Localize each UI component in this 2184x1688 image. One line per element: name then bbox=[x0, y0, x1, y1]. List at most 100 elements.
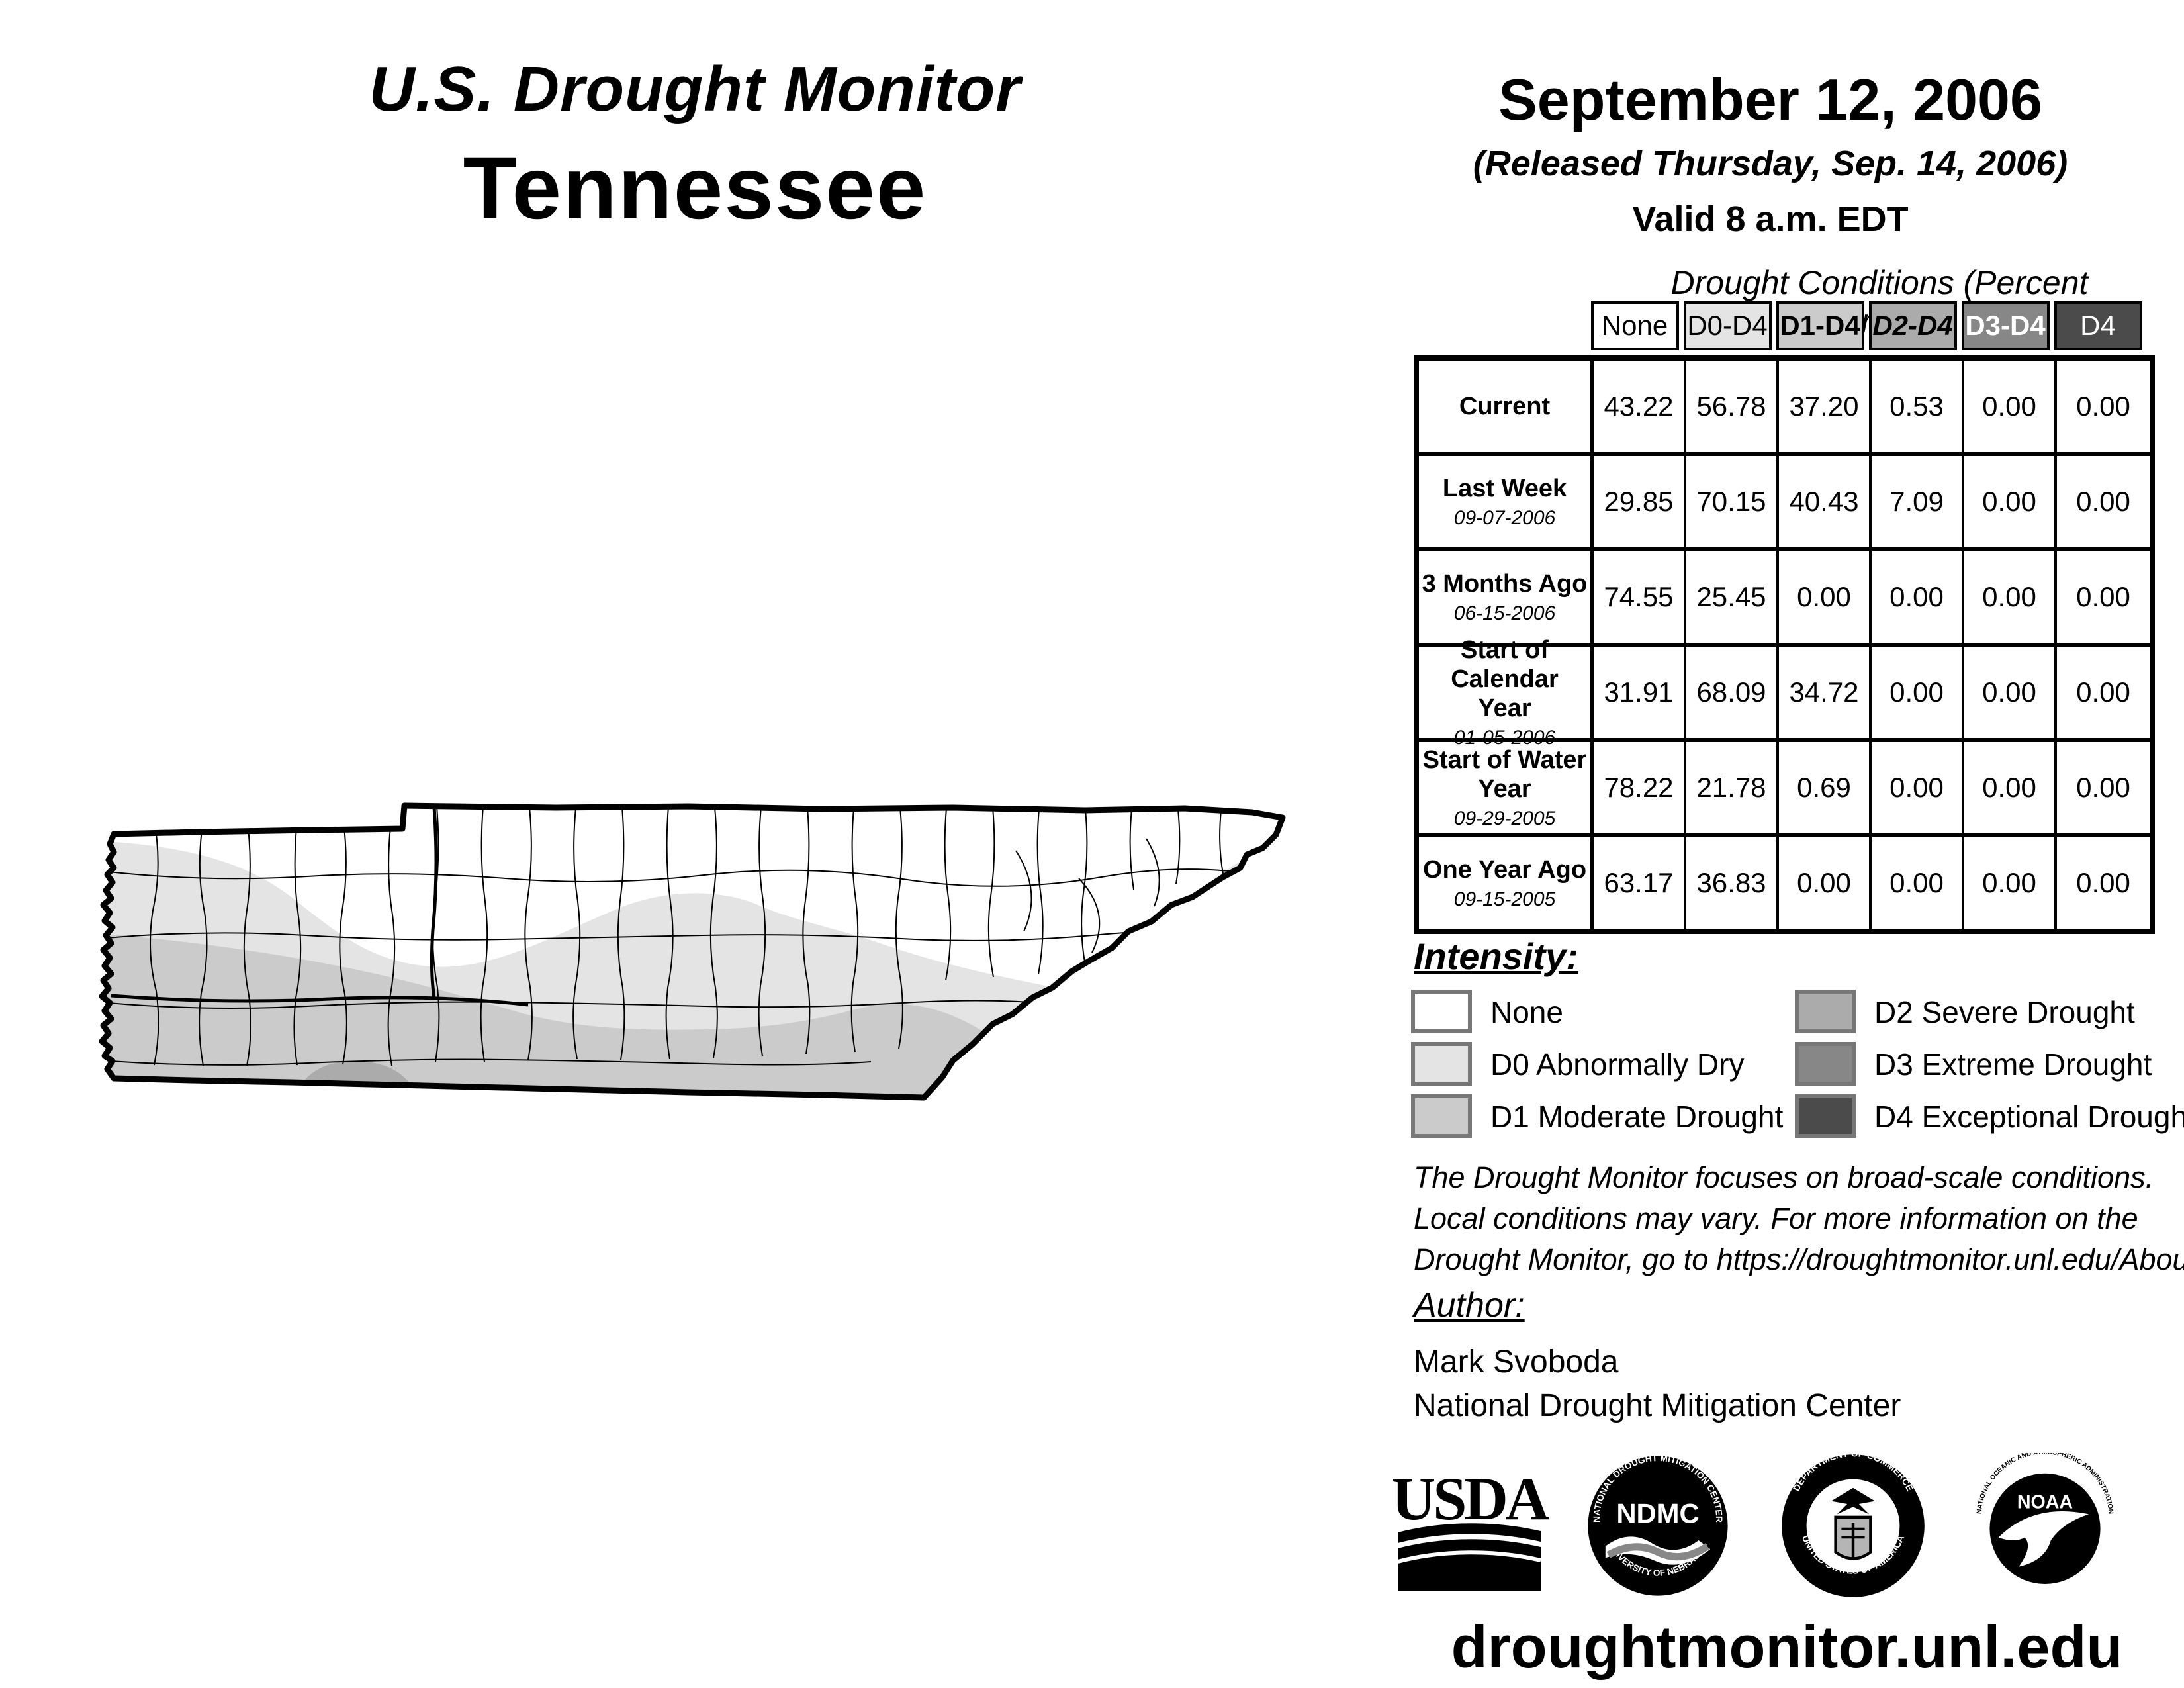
table-row-current: Current 43.22 56.78 37.20 0.53 0.00 0.00 bbox=[1419, 361, 2150, 456]
table-cell: 0.00 bbox=[1872, 647, 1964, 738]
legend-title: Intensity: bbox=[1414, 935, 1578, 977]
table-cell: 0.53 bbox=[1872, 361, 1964, 452]
legend-swatch-none bbox=[1411, 990, 1472, 1033]
footer-url: droughtmonitor.unl.edu bbox=[1451, 1615, 2123, 1681]
table-row-start-calendar-year: Start of Calendar Year 01-05-2006 31.91 … bbox=[1419, 636, 2150, 749]
table-cell: 0.00 bbox=[1964, 361, 2057, 452]
legend-label-d2: D2 Severe Drought bbox=[1874, 995, 2135, 1029]
table-cell: 0.00 bbox=[1964, 742, 2057, 833]
table-cell: 0.00 bbox=[1964, 551, 2057, 643]
table-cell: 74.55 bbox=[1594, 551, 1686, 643]
report-title: U.S. Drought Monitor bbox=[369, 54, 1021, 124]
row-label: Last Week bbox=[1442, 475, 1567, 502]
legend-swatch-d0 bbox=[1411, 1042, 1472, 1086]
row-label-cell: One Year Ago 09-15-2005 bbox=[1419, 837, 1594, 929]
table-cell: 0.00 bbox=[2076, 486, 2130, 517]
row-label: Start of Water Year bbox=[1422, 746, 1587, 803]
ndmc-wordmark: NDMC bbox=[1616, 1498, 1699, 1529]
report-date: September 12, 2006 bbox=[1498, 67, 2042, 132]
table-cell: 0.00 bbox=[1872, 551, 1964, 643]
table-cell: 31.91 bbox=[1594, 647, 1686, 738]
table-cell: 7.09 bbox=[1872, 456, 1964, 547]
table-cell: 0.00 bbox=[1964, 647, 2057, 738]
valid-time: Valid 8 a.m. EDT bbox=[1632, 199, 1909, 239]
legend-swatch-d2 bbox=[1795, 990, 1856, 1033]
row-label: Current bbox=[1459, 393, 1551, 420]
table-cell: 63.17 bbox=[1594, 837, 1686, 929]
legend-swatch-d1 bbox=[1411, 1094, 1472, 1138]
table-cell: 29.85 bbox=[1594, 456, 1686, 547]
author-organization: National Drought Mitigation Center bbox=[1414, 1388, 1901, 1423]
table-cell: 0.00 bbox=[1779, 551, 1872, 643]
state-name: Tennessee bbox=[463, 139, 927, 238]
table-cell: 40.43 bbox=[1779, 456, 1872, 547]
table-row-3-months-ago: 3 Months Ago 06-15-2006 74.55 25.45 0.00… bbox=[1419, 551, 2150, 647]
table-header: None D0-D4 D1-D4 D2-D4 D3-D4 D4 bbox=[1588, 301, 2148, 350]
release-date: (Released Thursday, Sep. 14, 2006) bbox=[1473, 144, 2068, 183]
table-cell: 0.00 bbox=[2076, 677, 2130, 708]
tennessee-drought-map bbox=[93, 798, 1297, 1109]
row-label-cell: Start of Water Year 09-29-2005 bbox=[1419, 742, 1594, 833]
legend-swatch-d3 bbox=[1795, 1042, 1856, 1086]
row-label: 3 Months Ago bbox=[1422, 570, 1588, 598]
row-label: One Year Ago bbox=[1422, 856, 1587, 884]
table-cell: 36.83 bbox=[1686, 837, 1779, 929]
table-cell: 0.00 bbox=[1964, 456, 2057, 547]
col-header-d1-d4: D1-D4 bbox=[1776, 301, 1864, 350]
disclaimer-text: The Drought Monitor focuses on broad-sca… bbox=[1414, 1157, 2184, 1280]
table-cell: 78.22 bbox=[1594, 742, 1686, 833]
disclaimer-line: The Drought Monitor focuses on broad-sca… bbox=[1414, 1160, 2154, 1194]
author-title: Author: bbox=[1414, 1286, 1525, 1325]
ndmc-logo: NATIONAL DROUGHT MITIGATION CENTER UNIVE… bbox=[1588, 1453, 1728, 1596]
legend-label-d0: D0 Abnormally Dry bbox=[1490, 1047, 1745, 1082]
row-date: 06-15-2006 bbox=[1453, 602, 1556, 624]
table-cell: 34.72 bbox=[1779, 647, 1872, 738]
noaa-wordmark: NOAA bbox=[2017, 1492, 2073, 1513]
table-cell: 21.78 bbox=[1686, 742, 1779, 833]
row-date: 01-05-2006 bbox=[1453, 727, 1556, 749]
table-cell: 0.00 bbox=[2076, 867, 2130, 898]
commerce-seal: DEPARTMENT OF COMMERCE UNITED STATES OF … bbox=[1782, 1453, 1925, 1597]
legend-label-d3: D3 Extreme Drought bbox=[1874, 1047, 2152, 1082]
table-cell: 0.00 bbox=[1964, 837, 2057, 929]
author-name: Mark Svoboda bbox=[1414, 1344, 1619, 1380]
table-cell: 0.00 bbox=[2076, 581, 2130, 612]
row-label-cell: 3 Months Ago 06-15-2006 bbox=[1419, 551, 1594, 643]
col-header-none: None bbox=[1590, 301, 1679, 350]
disclaimer-line: Local conditions may vary. For more info… bbox=[1414, 1201, 2138, 1235]
table-row-one-year-ago: One Year Ago 09-15-2005 63.17 36.83 0.00… bbox=[1419, 837, 2150, 929]
usda-logo: USDA bbox=[1392, 1466, 1549, 1591]
col-header-d4: D4 bbox=[2054, 301, 2142, 350]
table-cell: 43.22 bbox=[1594, 361, 1686, 452]
table-cell: 68.09 bbox=[1686, 647, 1779, 738]
seabird-icon bbox=[1998, 1511, 2089, 1567]
table-row-last-week: Last Week 09-07-2006 29.85 70.15 40.43 7… bbox=[1419, 456, 2150, 551]
table-cell: 37.20 bbox=[1779, 361, 1872, 452]
row-label: Start of Calendar Year bbox=[1451, 636, 1559, 722]
table-cell: 56.78 bbox=[1686, 361, 1779, 452]
report-title-block: U.S. Drought Monitor Tennessee bbox=[192, 53, 1198, 239]
legend-label-d1: D1 Moderate Drought bbox=[1490, 1100, 1784, 1134]
table-row-start-water-year: Start of Water Year 09-29-2005 78.22 21.… bbox=[1419, 742, 2150, 837]
row-label-cell: Current bbox=[1419, 361, 1594, 452]
table-cell: 0.00 bbox=[2076, 772, 2130, 803]
table-cell: 0.00 bbox=[1872, 837, 1964, 929]
table-cell: 0.00 bbox=[1872, 742, 1964, 833]
row-label-cell: Last Week 09-07-2006 bbox=[1419, 456, 1594, 547]
legend-label-d4: D4 Exceptional Drought bbox=[1874, 1100, 2184, 1134]
table-cell: 0.00 bbox=[2076, 391, 2130, 422]
row-date: 09-07-2006 bbox=[1453, 507, 1556, 529]
row-date: 09-15-2005 bbox=[1453, 888, 1556, 910]
legend-swatch-d4 bbox=[1795, 1094, 1856, 1138]
table-cell: 70.15 bbox=[1686, 456, 1779, 547]
table-cell: 0.00 bbox=[1779, 837, 1872, 929]
division-boundaries bbox=[111, 806, 529, 1007]
col-header-d0-d4: D0-D4 bbox=[1683, 301, 1772, 350]
usda-wordmark: USDA bbox=[1392, 1466, 1549, 1532]
col-header-d2-d4: D2-D4 bbox=[1868, 301, 1957, 350]
report-date-block: September 12, 2006 (Released Thursday, S… bbox=[1357, 66, 2184, 240]
row-date: 09-29-2005 bbox=[1453, 808, 1556, 829]
legend-label-none: None bbox=[1490, 995, 1563, 1029]
col-header-d3-d4: D3-D4 bbox=[1961, 301, 2050, 350]
